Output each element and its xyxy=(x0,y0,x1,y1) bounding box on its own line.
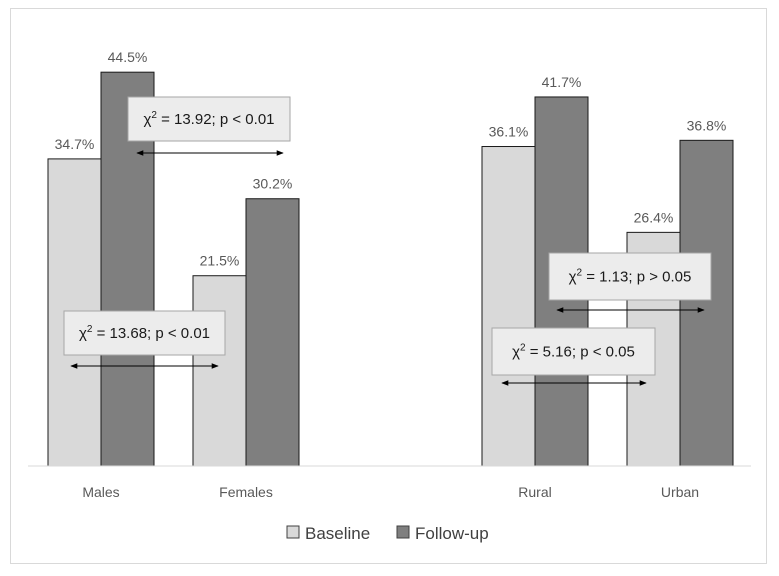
bars-layer xyxy=(47,71,734,467)
annotation-stat: = 13.92; p < 0.01 xyxy=(157,111,275,128)
bar-rural-baseline xyxy=(481,146,536,467)
chi-symbol: χ xyxy=(569,269,577,286)
chi-symbol: χ xyxy=(512,344,520,361)
annotation-box-rural xyxy=(491,327,656,376)
value-label-females-follow-up: 30.2% xyxy=(253,176,293,192)
legend: Baseline Follow-up xyxy=(286,524,489,543)
annotation-text-females: χ2 = 13.68; p < 0.01 xyxy=(79,324,210,342)
annotation-text-urban: χ2 = 1.13; p > 0.05 xyxy=(569,268,692,286)
annotation-stat: = 1.13; p > 0.05 xyxy=(582,269,691,286)
value-label-rural-baseline: 36.1% xyxy=(489,124,529,140)
chi-superscript: 2 xyxy=(520,343,526,354)
value-label-rural-follow-up: 41.7% xyxy=(542,74,582,90)
value-label-males-baseline: 34.7% xyxy=(55,136,95,152)
annotation-stat: = 5.16; p < 0.05 xyxy=(526,344,635,361)
label-layer: 34.7% 44.5% Males 21.5% 30.2% Females 36.1% 41.… xyxy=(55,49,727,500)
annotation-stat: = 13.68; p < 0.01 xyxy=(92,325,210,342)
legend-label-follow-up: Follow-up xyxy=(415,524,489,543)
category-label-females: Females xyxy=(219,484,273,500)
chi-superscript: 2 xyxy=(87,324,93,335)
chi-superscript: 2 xyxy=(577,268,583,279)
legend-swatch-follow-up xyxy=(396,525,410,539)
chi-symbol: χ xyxy=(79,325,87,342)
legend-swatch-baseline xyxy=(286,525,300,539)
value-label-females-baseline: 21.5% xyxy=(200,253,240,269)
annotation-text-males: χ2 = 13.92; p < 0.01 xyxy=(143,110,274,128)
bar-urban-follow-up xyxy=(679,139,734,467)
bar-females-follow-up xyxy=(245,198,300,467)
bar-females-baseline xyxy=(192,275,247,467)
category-label-rural: Rural xyxy=(518,484,551,500)
chi-superscript: 2 xyxy=(151,110,157,121)
annotation-box-females xyxy=(63,310,226,356)
annotation-box-males xyxy=(127,96,291,142)
category-label-urban: Urban xyxy=(661,484,699,500)
category-label-males: Males xyxy=(82,484,119,500)
value-label-urban-baseline: 26.4% xyxy=(634,209,674,225)
annotation-box-urban xyxy=(548,252,712,301)
value-label-urban-follow-up: 36.8% xyxy=(687,117,727,133)
value-label-males-follow-up: 44.5% xyxy=(108,49,148,65)
legend-label-baseline: Baseline xyxy=(305,524,370,543)
chi-symbol: χ xyxy=(143,111,151,128)
annotation-text-rural: χ2 = 5.16; p < 0.05 xyxy=(512,343,635,361)
